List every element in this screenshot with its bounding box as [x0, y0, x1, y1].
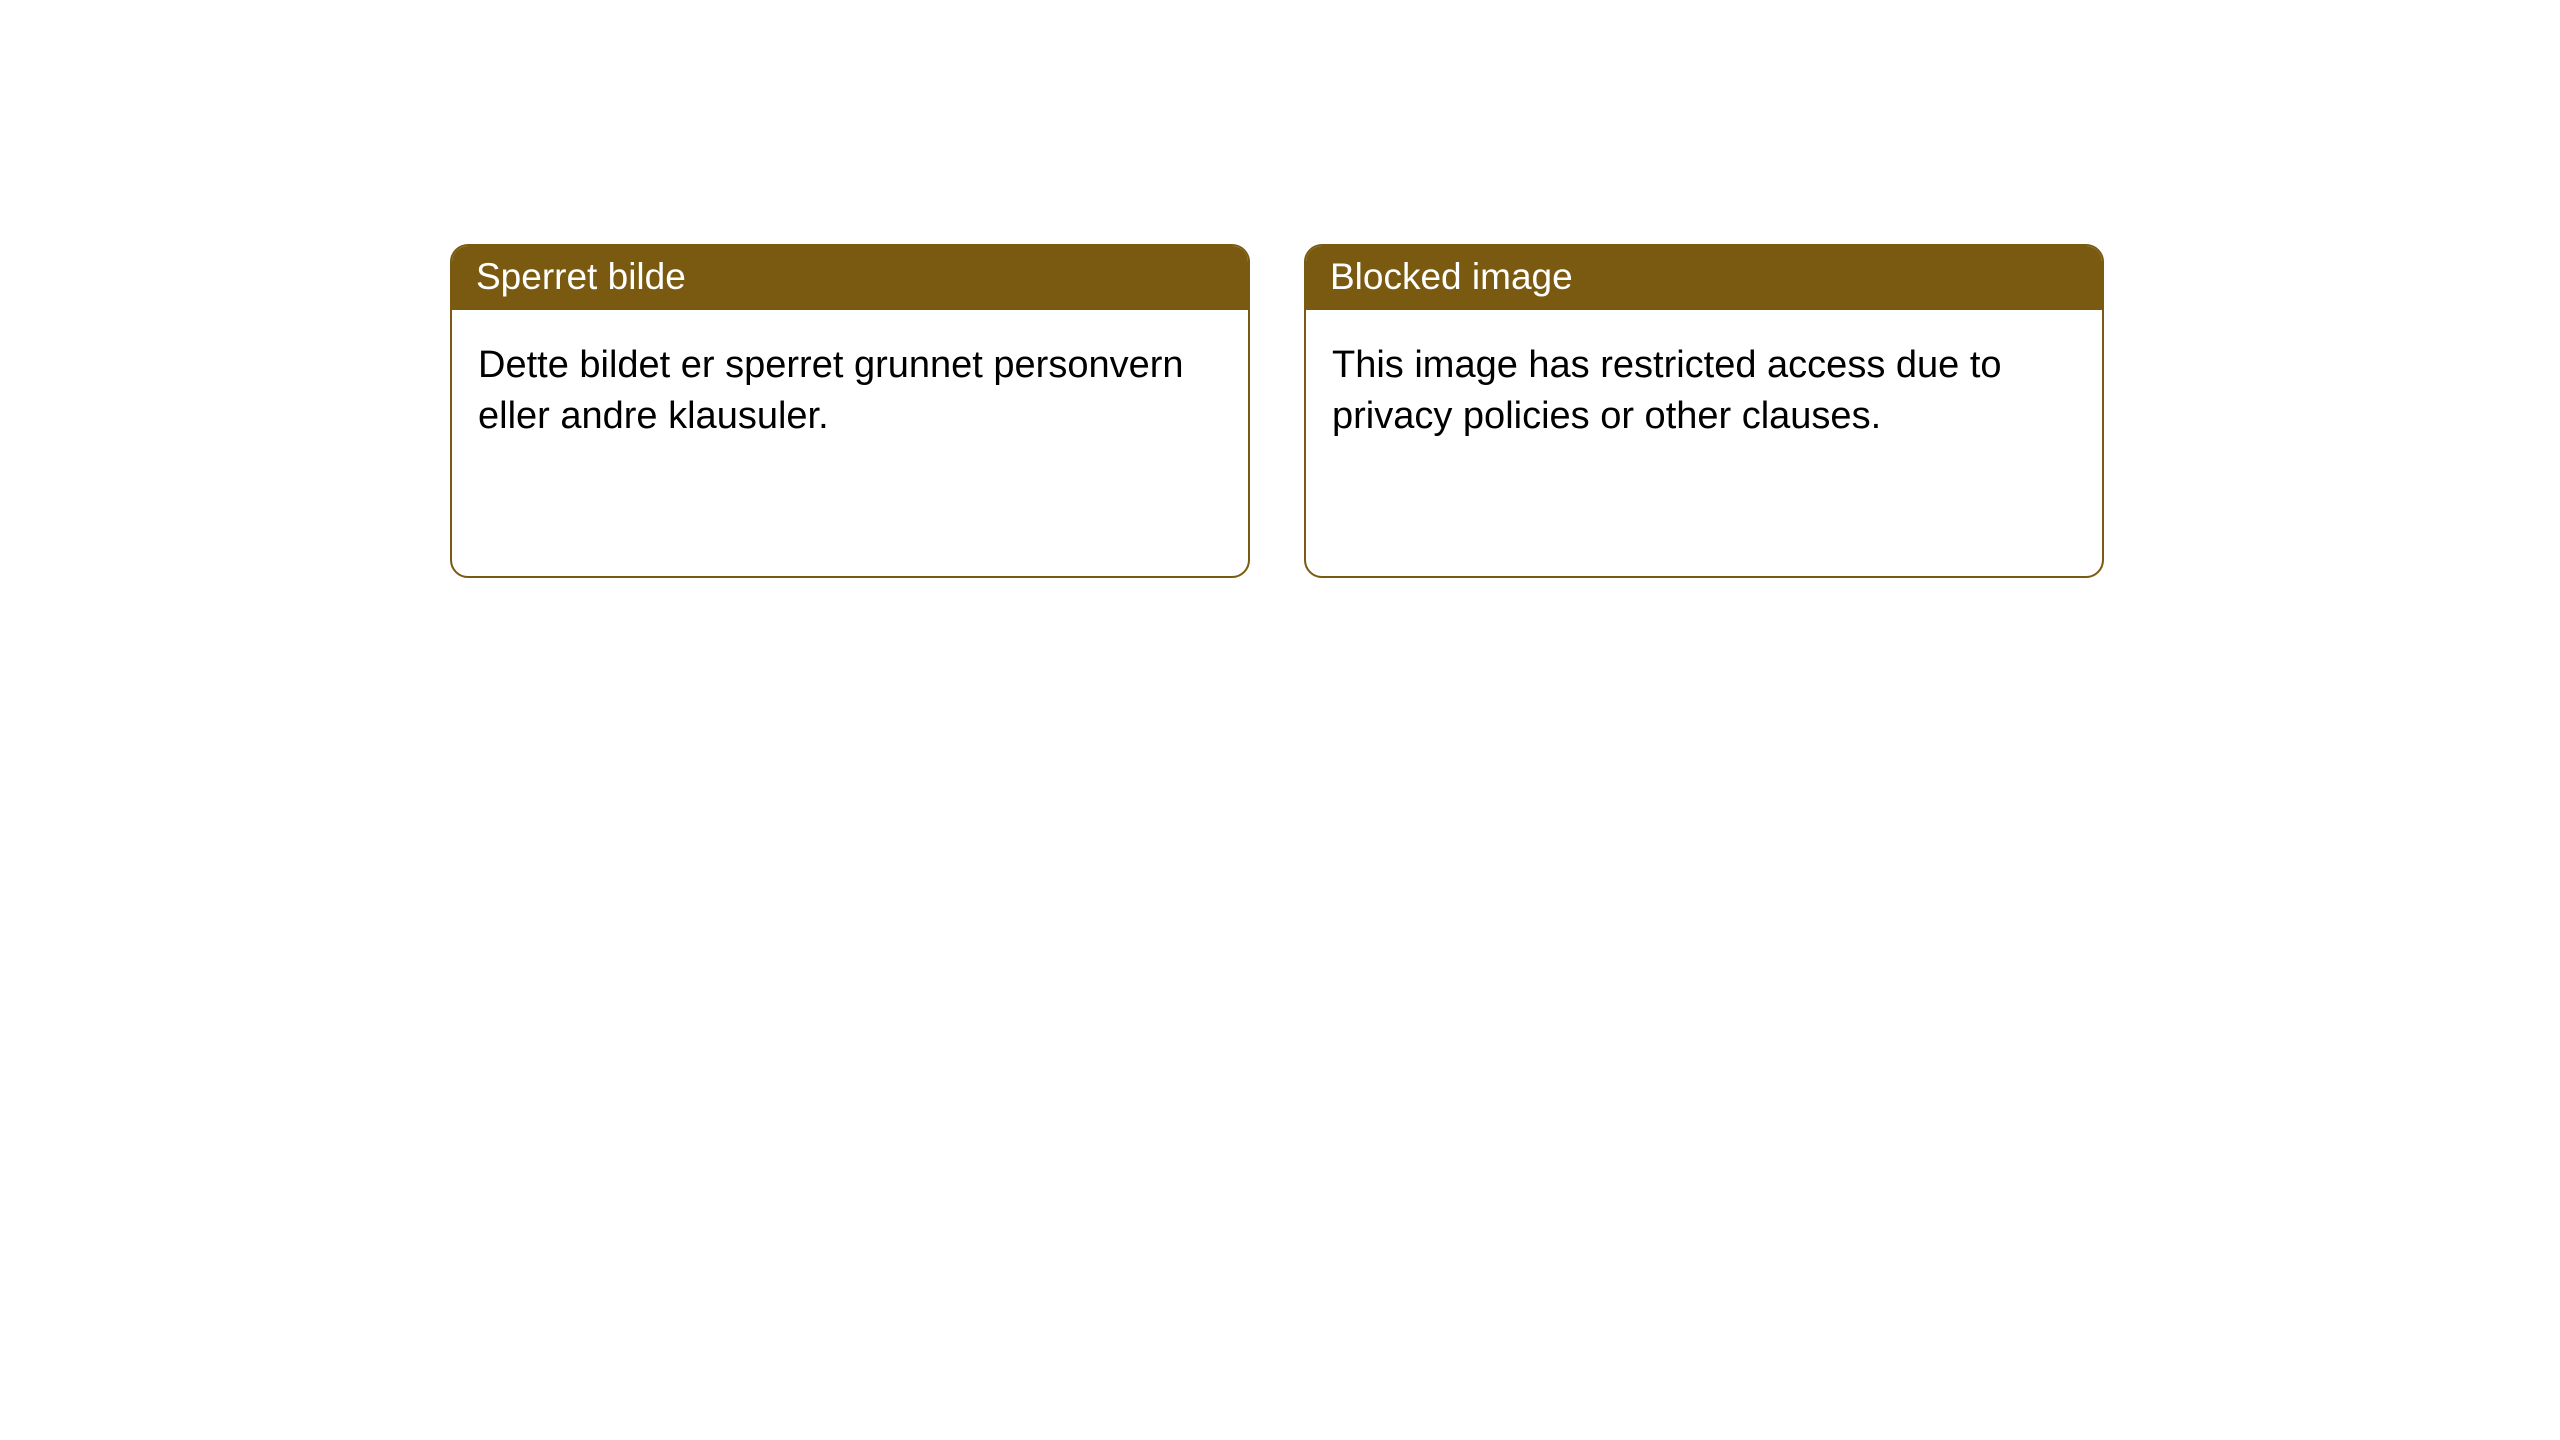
card-title-english: Blocked image [1306, 246, 2102, 310]
card-title-norwegian: Sperret bilde [452, 246, 1248, 310]
notice-cards-container: Sperret bilde Dette bildet er sperret gr… [450, 244, 2560, 578]
card-body-english: This image has restricted access due to … [1306, 310, 2102, 463]
notice-card-norwegian: Sperret bilde Dette bildet er sperret gr… [450, 244, 1250, 578]
notice-card-english: Blocked image This image has restricted … [1304, 244, 2104, 578]
card-body-norwegian: Dette bildet er sperret grunnet personve… [452, 310, 1248, 463]
